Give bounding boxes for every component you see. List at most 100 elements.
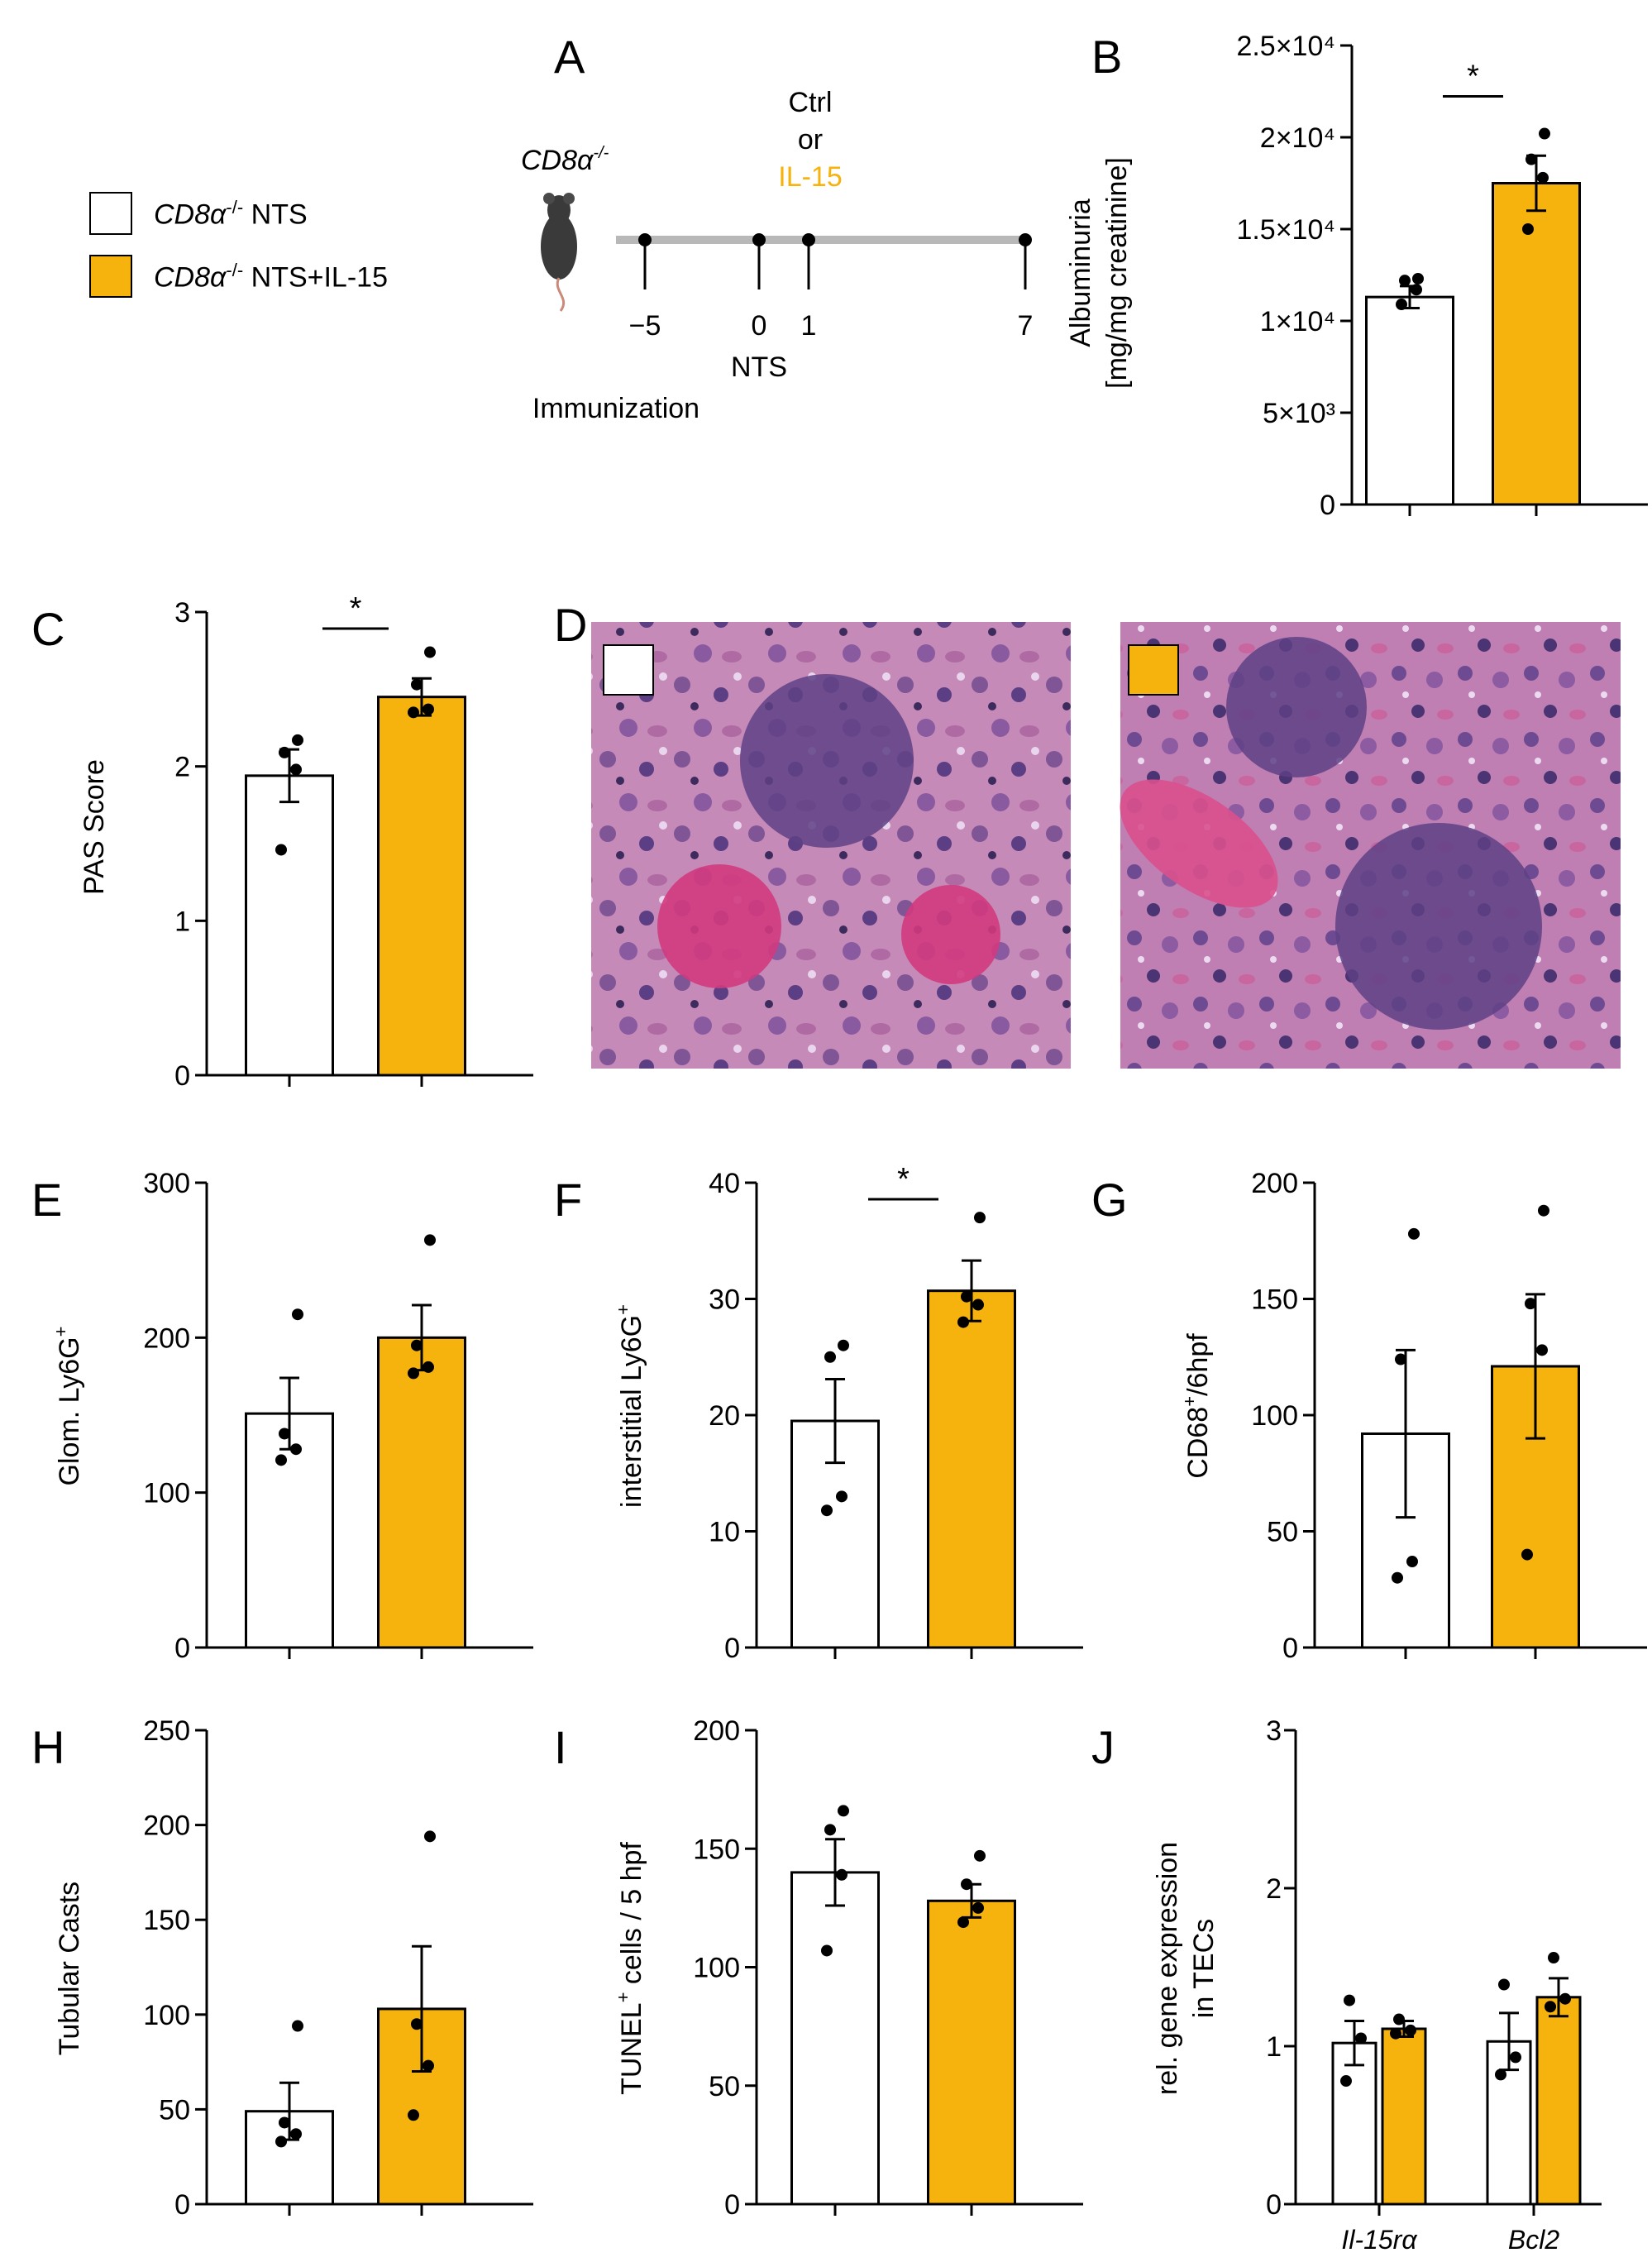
- data-point: [279, 1428, 290, 1440]
- data-point: [424, 1830, 436, 1843]
- tubular-cast: [1120, 779, 1278, 908]
- y-tick-label: 0: [724, 1633, 740, 1664]
- y-tick-label: 0: [174, 1633, 190, 1664]
- y-tick-label: 40: [709, 1168, 740, 1199]
- panel-letter-f: F: [554, 1174, 582, 1226]
- chart-panel-e: E 0 100 200 300 Glom. Ly6G+: [31, 1168, 533, 1664]
- panel-letter-a: A: [554, 31, 585, 83]
- data-point: [957, 1316, 969, 1328]
- timeline-tick-label: 1: [801, 310, 817, 342]
- y-axis-label: CD68+/6hpf: [1179, 1333, 1214, 1479]
- data-point: [1355, 2032, 1367, 2045]
- data-point: [423, 703, 434, 715]
- chart-panel-h: H 0 50 100 150 200 250 Tubular Casts: [31, 1715, 533, 2221]
- y-tick-label: 2: [1266, 1873, 1282, 1905]
- data-point: [1412, 272, 1424, 285]
- data-point: [1405, 2024, 1416, 2036]
- data-point: [408, 2109, 419, 2121]
- y-tick-label: 150: [143, 1905, 190, 1936]
- timeline-dot: [752, 233, 766, 246]
- timeline-dot: [638, 233, 652, 246]
- data-point: [1521, 1548, 1533, 1561]
- y-tick-label: 2×10⁴: [1260, 122, 1335, 154]
- bar-ctrl: [1486, 2040, 1532, 2206]
- bar-il15: [927, 1899, 1016, 2206]
- x-tick-label: Il-15rα: [1341, 2225, 1417, 2255]
- panel-letter-c: C: [31, 603, 64, 655]
- data-point: [838, 1805, 849, 1817]
- y-tick-label: 1: [1266, 2031, 1282, 2063]
- y-tick-label: 20: [709, 1400, 740, 1432]
- data-point: [1395, 1353, 1406, 1365]
- data-point: [821, 1944, 833, 1957]
- y-tick-label: 100: [143, 2000, 190, 2031]
- data-point: [411, 1339, 423, 1351]
- y-tick-label: 30: [709, 1284, 740, 1316]
- chart-panel-f: F 0 10 20 30 40 interstitial Ly6G+ *: [554, 1162, 1083, 1664]
- panel-letter-d: D: [554, 599, 587, 651]
- timeline-dot: [802, 233, 815, 246]
- data-point: [961, 1290, 972, 1303]
- data-point: [836, 1490, 847, 1503]
- legend-swatch-il15: [89, 255, 132, 298]
- data-point: [292, 734, 303, 746]
- y-tick-label: 200: [1251, 1168, 1298, 1199]
- data-point: [1393, 2013, 1405, 2025]
- data-point: [275, 2135, 287, 2148]
- panel-letter-j: J: [1091, 1721, 1115, 1773]
- bar-il15: [377, 696, 466, 1077]
- y-tick-label: 1: [174, 906, 190, 937]
- y-axis-label: Albuminuria [mg/mg creatinine]: [1065, 157, 1133, 389]
- data-point: [411, 2018, 423, 2030]
- data-point: [1538, 1204, 1549, 1217]
- significance-star: *: [897, 1162, 910, 1197]
- data-point: [1390, 2027, 1401, 2040]
- data-point: [292, 1308, 303, 1321]
- timeline-nts-label: NTS: [731, 352, 787, 383]
- y-tick-label: 0: [1320, 490, 1335, 521]
- treatment-ctrl: Ctrl: [789, 87, 833, 118]
- mouse-icon: [541, 193, 577, 312]
- y-tick-label: 50: [1267, 1517, 1298, 1548]
- data-point: [974, 1849, 986, 1862]
- chart-panel-g: G 0 50 100 150 200 CD68+/6hpf: [1091, 1168, 1647, 1664]
- y-tick-label: 100: [693, 1953, 740, 1984]
- y-tick-label: 3: [1266, 1715, 1282, 1747]
- y-tick-label: 10: [709, 1517, 740, 1548]
- y-tick-label: 50: [709, 2071, 740, 2102]
- data-point: [423, 1361, 434, 1373]
- data-point: [290, 2128, 302, 2140]
- y-tick-label: 1.5×10⁴: [1236, 214, 1335, 246]
- y-tick-label: 50: [159, 2094, 190, 2126]
- y-tick-label: 150: [1251, 1284, 1298, 1316]
- data-point: [1396, 299, 1407, 311]
- data-point: [1536, 1344, 1548, 1356]
- bar-il15: [927, 1289, 1016, 1649]
- y-tick-label: 3: [174, 597, 190, 629]
- significance-star: *: [1467, 60, 1479, 94]
- y-tick-label: 1×10⁴: [1260, 306, 1335, 337]
- data-point: [1522, 223, 1534, 235]
- panel-letter-h: H: [31, 1721, 64, 1773]
- y-tick-label: 2.5×10⁴: [1236, 31, 1335, 62]
- treatment-il15: IL-15: [778, 161, 843, 193]
- y-tick-label: 150: [693, 1834, 740, 1865]
- data-point: [824, 1351, 836, 1363]
- bar-il15: [1381, 2027, 1427, 2206]
- data-point: [1392, 1571, 1403, 1584]
- data-point: [424, 1234, 436, 1246]
- data-point: [1525, 1298, 1536, 1310]
- data-point: [824, 1824, 836, 1836]
- timeline-tick-label: 0: [752, 310, 767, 342]
- chart-panel-c: C 0 1 2 3 PAS Score *: [31, 591, 533, 1092]
- data-point: [957, 1916, 969, 1929]
- timeline-ticks: −5 0 1 7: [629, 233, 1033, 342]
- x-tick-label: Bcl2: [1508, 2225, 1559, 2255]
- y-tick-label: 200: [693, 1715, 740, 1747]
- y-tick-label: 5×10³: [1263, 398, 1335, 429]
- bar-il15: [1535, 1996, 1582, 2206]
- y-tick-label: 200: [143, 1322, 190, 1354]
- data-point: [838, 1339, 849, 1351]
- treatment-or: or: [798, 124, 823, 155]
- legend-swatch-ctrl: [89, 192, 132, 235]
